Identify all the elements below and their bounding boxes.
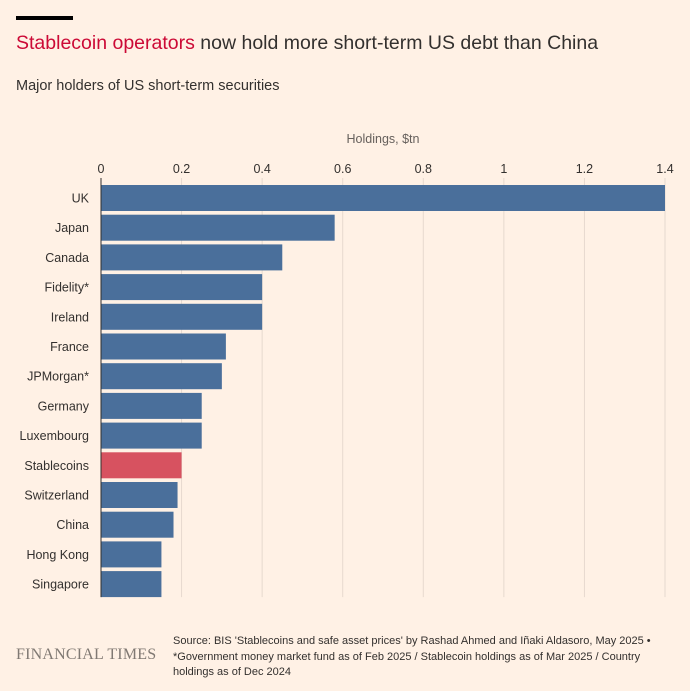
source-note: Source: BIS 'Stablecoins and safe asset … bbox=[173, 635, 651, 678]
category-label: Singapore bbox=[32, 578, 89, 592]
bar-highlight bbox=[101, 452, 182, 479]
category-label: Stablecoins bbox=[24, 459, 89, 473]
x-tick-label: 1.2 bbox=[576, 162, 593, 176]
bar bbox=[101, 511, 174, 538]
bar-chart: Holdings, $tn 0 0.2 0.4 0.6 0.8 1 1.2 1.4 UK Japan… bbox=[20, 132, 674, 598]
category-label: Ireland bbox=[51, 310, 89, 324]
x-tick-label: 0.8 bbox=[415, 162, 432, 176]
category-label: UK bbox=[72, 192, 90, 206]
category-label: Fidelity* bbox=[45, 281, 90, 295]
bar bbox=[101, 185, 665, 211]
x-tick-label: 0 bbox=[98, 162, 105, 176]
bar bbox=[101, 214, 335, 241]
bar bbox=[101, 392, 202, 419]
category-label: Switzerland bbox=[24, 489, 89, 503]
bar bbox=[101, 303, 263, 330]
x-axis-label: Holdings, $tn bbox=[347, 132, 420, 146]
category-label: China bbox=[56, 518, 89, 532]
category-label: Japan bbox=[55, 221, 89, 235]
bar bbox=[101, 482, 178, 508]
category-label: JPMorgan* bbox=[27, 370, 89, 384]
category-label: France bbox=[50, 340, 89, 354]
top-rule bbox=[16, 16, 73, 20]
category-label: Germany bbox=[38, 399, 90, 413]
category-label: Hong Kong bbox=[26, 548, 89, 562]
bar bbox=[101, 244, 283, 271]
bar bbox=[101, 422, 202, 449]
x-tick-label: 0.4 bbox=[253, 162, 270, 176]
category-label: Luxembourg bbox=[20, 429, 90, 443]
bar bbox=[101, 541, 162, 568]
x-tick-label: 0.6 bbox=[334, 162, 351, 176]
chart-title: Stablecoin operators now hold more short… bbox=[16, 30, 598, 56]
x-tick-label: 1.4 bbox=[656, 162, 673, 176]
title-highlight: Stablecoin operators bbox=[16, 32, 195, 54]
x-tick-label: 1 bbox=[500, 162, 507, 176]
bar bbox=[101, 333, 226, 360]
ft-logo: FINANCIAL TIMES bbox=[16, 646, 157, 663]
chart-subtitle: Major holders of US short-term securitie… bbox=[16, 78, 280, 94]
title-rest: now hold more short-term US debt than Ch… bbox=[194, 32, 599, 54]
x-tick-label: 0.2 bbox=[173, 162, 190, 176]
category-label: Canada bbox=[45, 251, 89, 265]
bar bbox=[101, 274, 263, 301]
bar bbox=[101, 363, 222, 390]
bar bbox=[101, 571, 162, 598]
